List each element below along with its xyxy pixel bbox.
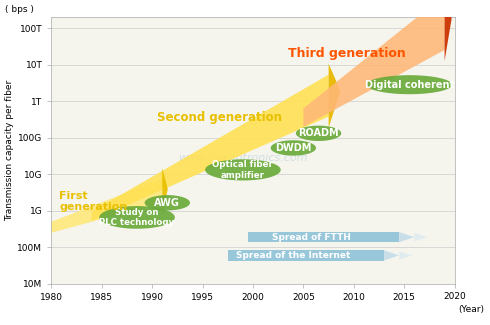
Polygon shape [92,75,329,221]
Polygon shape [444,0,452,61]
Text: Digital coherent: Digital coherent [365,80,454,90]
Text: First
generation: First generation [59,191,128,213]
Text: Third generation: Third generation [288,47,406,60]
Polygon shape [329,64,341,128]
Polygon shape [303,0,444,127]
Text: DWDM: DWDM [275,143,312,153]
Text: (Year): (Year) [459,305,485,314]
Polygon shape [145,195,190,211]
Polygon shape [399,251,412,259]
Text: AWG: AWG [154,198,180,208]
Text: Spread of FTTH: Spread of FTTH [272,233,351,241]
Polygon shape [205,159,281,180]
Polygon shape [228,250,384,261]
Polygon shape [248,232,399,242]
Polygon shape [367,75,452,94]
Text: 2020: 2020 [443,292,466,301]
Polygon shape [51,179,162,233]
Text: www.boxoptronics.com: www.boxoptronics.com [178,153,308,163]
Text: Spread of the Internet: Spread of the Internet [236,251,351,260]
Polygon shape [99,206,175,229]
Polygon shape [162,168,168,214]
Polygon shape [415,233,427,241]
Text: ROADM: ROADM [298,128,339,138]
Polygon shape [296,126,341,141]
Text: Optical fiber
amplifier: Optical fiber amplifier [213,160,273,180]
Polygon shape [384,250,399,261]
Text: Study on
PLC technology: Study on PLC technology [99,208,174,227]
Polygon shape [399,232,415,242]
Y-axis label: Transmission capacity per fiber: Transmission capacity per fiber [5,80,15,221]
Text: ( bps ): ( bps ) [5,6,34,14]
Polygon shape [270,140,316,156]
Text: Second generation: Second generation [157,111,282,124]
